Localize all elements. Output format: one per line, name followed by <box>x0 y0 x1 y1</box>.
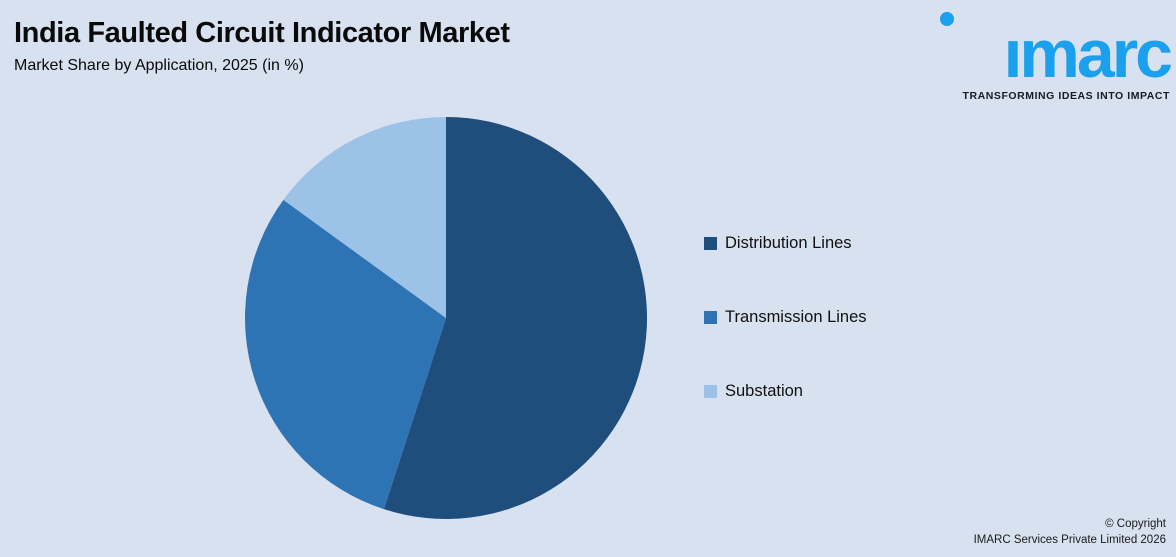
legend-item-substation: Substation <box>704 377 867 405</box>
legend-label: Transmission Lines <box>725 307 867 326</box>
legend-item-distribution-lines: Distribution Lines <box>704 229 867 257</box>
legend-swatch-icon <box>704 384 717 398</box>
logo-dot-icon <box>940 12 954 26</box>
copyright-line1: © Copyright <box>1105 518 1166 530</box>
header: India Faulted Circuit Indicator Market M… <box>14 16 510 75</box>
pie-slice-distribution-lines <box>383 117 647 519</box>
legend-swatch-icon <box>704 310 717 324</box>
legend: Distribution Lines Transmission Lines Su… <box>704 229 867 451</box>
copyright-notice: © Copyright IMARC Services Private Limit… <box>974 516 1166 548</box>
copyright-line2: IMARC Services Private Limited 2026 <box>973 534 1166 546</box>
page-subtitle: Market Share by Application, 2025 (in %) <box>14 57 304 74</box>
legend-swatch-icon <box>704 236 717 250</box>
legend-label: Distribution Lines <box>725 233 852 252</box>
logo-wordmark: ımarc <box>1003 16 1173 92</box>
logo-tagline: TRANSFORMING IDEAS INTO IMPACT <box>962 90 1170 102</box>
legend-item-transmission-lines: Transmission Lines <box>704 303 867 331</box>
imarc-logo: ımarc TRANSFORMING IDEAS INTO IMPACT <box>930 8 1173 102</box>
pie-slice-substation <box>283 117 446 318</box>
legend-label: Substation <box>725 381 803 400</box>
pie-slice-transmission-lines <box>245 199 446 510</box>
pie-chart <box>245 117 647 519</box>
page-title: India Faulted Circuit Indicator Market <box>14 17 510 49</box>
